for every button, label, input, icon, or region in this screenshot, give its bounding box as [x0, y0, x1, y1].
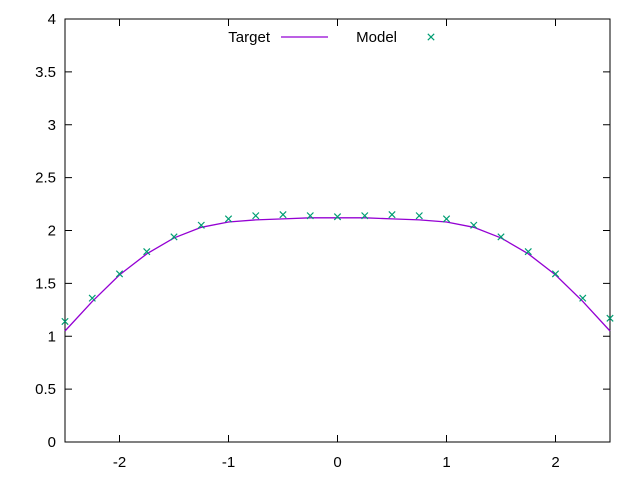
y-tick-label: 1: [48, 328, 56, 345]
x-tick-label: 0: [333, 454, 341, 471]
model-point: [415, 212, 423, 220]
y-tick-label: 4: [48, 11, 56, 28]
model-point: [61, 317, 69, 326]
axes: 0 0.5 1 1.5 2 2.5 3 3.5 4 -2 -1 0 1 2: [35, 11, 611, 471]
model-point: [470, 221, 478, 229]
plot-border: [64, 18, 611, 443]
x-tick-label: -2: [113, 454, 126, 471]
y-tick-label: 3: [48, 117, 56, 134]
series-line-target: [64, 217, 611, 332]
model-point: [524, 248, 532, 256]
model-point: [333, 213, 342, 221]
legend-swatch-model: [427, 33, 435, 41]
y-tick-label: 3.5: [35, 64, 56, 81]
model-point: [442, 215, 451, 223]
model-point: [306, 212, 314, 220]
model-point: [170, 233, 178, 241]
x-tick-label: 2: [551, 454, 559, 471]
model-point: [115, 270, 124, 278]
series-layer: [61, 211, 614, 332]
model-point: [551, 270, 560, 278]
x-tick-label: -1: [222, 454, 235, 471]
y-tick-label: 2: [48, 223, 56, 240]
x-tick-label: 1: [442, 454, 450, 471]
y-tick-label: 0.5: [35, 381, 56, 398]
series-points-model: [61, 211, 614, 326]
model-point: [197, 221, 205, 229]
y-tick-label: 2.5: [35, 170, 56, 187]
model-point: [579, 294, 587, 302]
model-point: [88, 294, 96, 302]
model-point: [361, 212, 369, 220]
legend-label-target: Target: [228, 29, 271, 46]
y-tick-label: 0: [48, 434, 56, 451]
model-point: [224, 215, 233, 223]
model-point: [497, 233, 505, 241]
legend: Target Model: [228, 29, 435, 46]
legend-label-model: Model: [356, 29, 397, 46]
model-point: [606, 314, 614, 322]
model-point: [143, 248, 151, 256]
y-tick-label: 1.5: [35, 275, 56, 292]
model-point: [388, 211, 396, 219]
model-point: [279, 211, 287, 219]
model-point: [252, 212, 260, 220]
